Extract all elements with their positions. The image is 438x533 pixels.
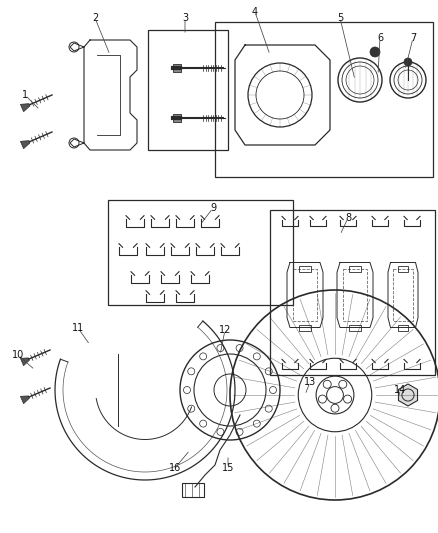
Text: 4: 4 bbox=[252, 7, 258, 17]
Text: 13: 13 bbox=[304, 377, 316, 387]
Bar bbox=[398, 325, 408, 330]
Bar bbox=[173, 114, 181, 122]
Polygon shape bbox=[21, 141, 30, 149]
Polygon shape bbox=[21, 358, 29, 366]
Text: 6: 6 bbox=[377, 33, 383, 43]
Bar bbox=[148, 30, 228, 150]
Circle shape bbox=[404, 58, 412, 66]
Text: 16: 16 bbox=[169, 463, 181, 473]
Text: 10: 10 bbox=[12, 350, 24, 360]
Bar bbox=[349, 265, 361, 271]
Text: 14: 14 bbox=[394, 385, 406, 395]
Polygon shape bbox=[21, 396, 29, 403]
Text: 5: 5 bbox=[337, 13, 343, 23]
Text: 12: 12 bbox=[219, 325, 231, 335]
Text: 3: 3 bbox=[182, 13, 188, 23]
Polygon shape bbox=[21, 103, 30, 112]
Circle shape bbox=[370, 47, 380, 57]
Bar bbox=[349, 325, 361, 330]
Bar bbox=[398, 265, 408, 271]
Bar bbox=[108, 200, 293, 305]
Bar bbox=[182, 483, 204, 497]
Bar bbox=[173, 64, 181, 72]
Text: 8: 8 bbox=[345, 213, 351, 223]
Bar bbox=[299, 265, 311, 271]
Text: 15: 15 bbox=[222, 463, 234, 473]
Text: 11: 11 bbox=[72, 323, 84, 333]
Text: 9: 9 bbox=[210, 203, 216, 213]
Text: 7: 7 bbox=[410, 33, 416, 43]
Text: 1: 1 bbox=[22, 90, 28, 100]
Polygon shape bbox=[399, 384, 417, 406]
Bar bbox=[215, 22, 433, 177]
Bar bbox=[270, 210, 435, 375]
Bar bbox=[299, 325, 311, 330]
Text: 2: 2 bbox=[92, 13, 98, 23]
